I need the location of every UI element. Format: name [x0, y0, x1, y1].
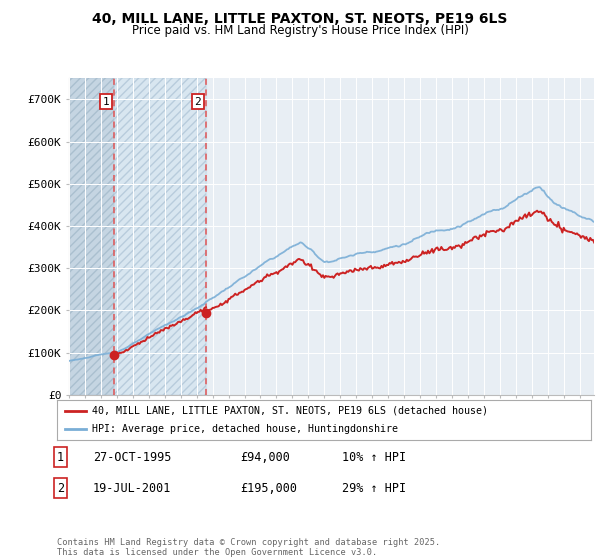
Bar	[69, 78, 114, 395]
Text: 1: 1	[103, 97, 110, 106]
Text: 1: 1	[57, 451, 64, 464]
Text: 10% ↑ HPI: 10% ↑ HPI	[342, 451, 406, 464]
Bar	[114, 78, 206, 395]
Text: 27-OCT-1995: 27-OCT-1995	[93, 451, 172, 464]
Text: £195,000: £195,000	[240, 482, 297, 494]
Bar	[69, 78, 114, 395]
Text: 2: 2	[57, 482, 64, 494]
Bar	[114, 78, 206, 395]
Text: 2: 2	[194, 97, 202, 106]
Text: Contains HM Land Registry data © Crown copyright and database right 2025.
This d: Contains HM Land Registry data © Crown c…	[57, 538, 440, 557]
Text: HPI: Average price, detached house, Huntingdonshire: HPI: Average price, detached house, Hunt…	[92, 424, 398, 434]
Text: £94,000: £94,000	[240, 451, 290, 464]
Text: 40, MILL LANE, LITTLE PAXTON, ST. NEOTS, PE19 6LS: 40, MILL LANE, LITTLE PAXTON, ST. NEOTS,…	[92, 12, 508, 26]
Text: 19-JUL-2001: 19-JUL-2001	[93, 482, 172, 494]
Text: Price paid vs. HM Land Registry's House Price Index (HPI): Price paid vs. HM Land Registry's House …	[131, 24, 469, 37]
Text: 29% ↑ HPI: 29% ↑ HPI	[342, 482, 406, 494]
Text: 40, MILL LANE, LITTLE PAXTON, ST. NEOTS, PE19 6LS (detached house): 40, MILL LANE, LITTLE PAXTON, ST. NEOTS,…	[92, 406, 488, 416]
